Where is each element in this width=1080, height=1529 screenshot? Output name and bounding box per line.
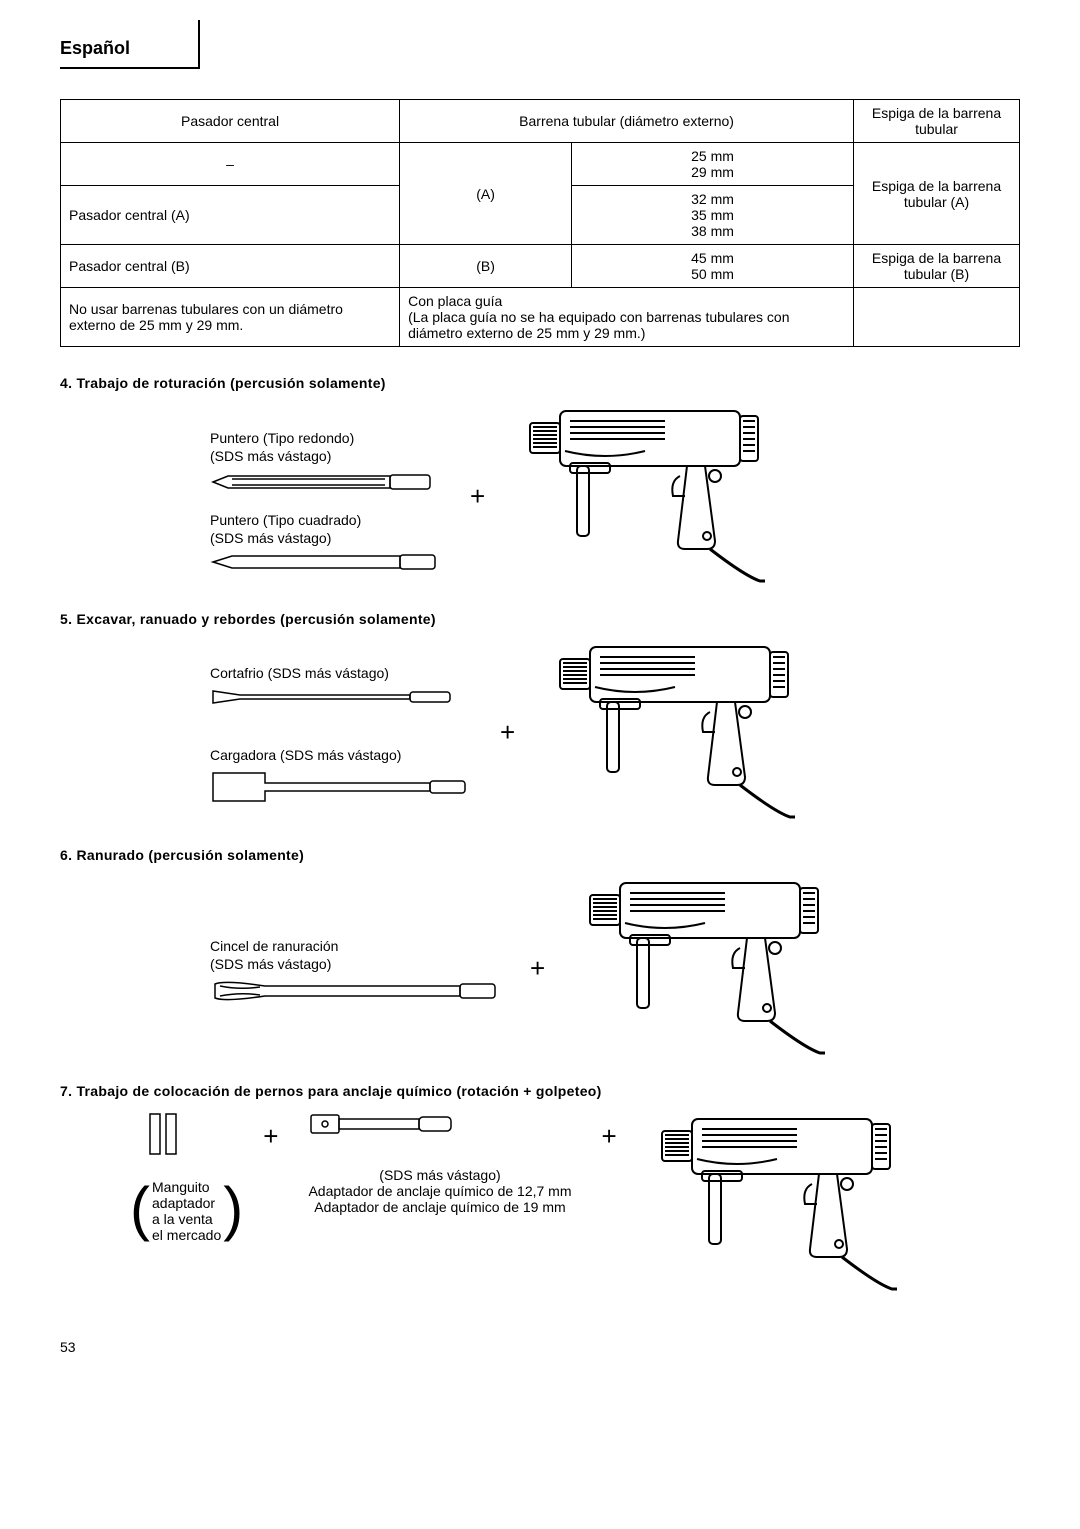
val: 29 mm <box>580 164 845 180</box>
cell: Pasador central (B) <box>61 245 400 288</box>
cell: No usar barrenas tubulares con un diámet… <box>61 288 400 347</box>
label: Puntero (Tipo redondo) <box>210 430 440 446</box>
th-pasador: Pasador central <box>61 100 400 143</box>
val: 25 mm <box>580 148 845 164</box>
cell: Con placa guía (La placa guía no se ha e… <box>400 288 854 347</box>
compatibility-table: Pasador central Barrena tubular (diámetr… <box>60 99 1020 347</box>
cell: 45 mm 50 mm <box>572 245 854 288</box>
label: (SDS más vástago) <box>210 448 440 464</box>
section4-tools: Puntero (Tipo redondo) (SDS más vástago)… <box>210 420 440 572</box>
cell: Pasador central (A) <box>61 186 400 245</box>
scoop-chisel-icon <box>210 769 470 809</box>
section4-title: 4. Trabajo de roturación (percusión sola… <box>60 375 1020 391</box>
section5-title: 5. Excavar, ranuado y rebordes (percusió… <box>60 611 1020 627</box>
anchor-adapter-icon <box>308 1109 458 1139</box>
label: (SDS más vástago) <box>210 956 500 972</box>
label: Cortafrio (SDS más vástago) <box>210 665 470 681</box>
bull-point-round-icon <box>210 470 440 494</box>
txt: Manguito <box>152 1179 221 1195</box>
bull-point-square-icon <box>210 552 440 572</box>
plus-icon: + <box>602 1121 617 1152</box>
language-title: Español <box>60 38 130 58</box>
language-header: Español <box>60 30 200 69</box>
section6-title: 6. Ranurado (percusión solamente) <box>60 847 1020 863</box>
drill-illustration <box>545 637 805 827</box>
txt: Adaptador de anclaje químico de 12,7 mm <box>308 1183 571 1199</box>
cell-empty <box>854 288 1020 347</box>
val: 32 mm <box>580 191 845 207</box>
txt: a la venta <box>152 1211 221 1227</box>
cell: Espiga de la barrena tubular (A) <box>854 143 1020 245</box>
cold-chisel-icon <box>210 687 460 707</box>
label: Puntero (Tipo cuadrado) <box>210 512 440 528</box>
cell: Espiga de la barrena tubular (B) <box>854 245 1020 288</box>
page-number: 53 <box>60 1339 1020 1355</box>
txt: adaptador <box>152 1195 221 1211</box>
plus-icon: + <box>263 1121 278 1152</box>
grooving-chisel-icon <box>210 978 500 1008</box>
label: Cargadora (SDS más vástago) <box>210 747 470 763</box>
val: 45 mm <box>580 250 845 266</box>
socket-icon <box>140 1109 200 1159</box>
txt: el mercado <box>152 1227 221 1243</box>
plus-icon: + <box>530 953 545 984</box>
drill-illustration <box>575 873 835 1063</box>
section6-tools: Cincel de ranuración (SDS más vástago) <box>210 928 500 1008</box>
val: 35 mm <box>580 207 845 223</box>
socket-adapter: Manguito adaptador a la venta el mercado <box>140 1109 233 1245</box>
section5-tools: Cortafrio (SDS más vástago) Cargadora (S… <box>210 655 470 809</box>
txt: Adaptador de anclaje químico de 19 mm <box>308 1199 571 1215</box>
plus-icon: + <box>500 717 515 748</box>
anchor-adapter: (SDS más vástago) Adaptador de anclaje q… <box>308 1109 571 1215</box>
drill-illustration <box>647 1109 907 1299</box>
th-barrena: Barrena tubular (diámetro externo) <box>400 100 854 143</box>
cell: – <box>61 143 400 186</box>
val: (La placa guía no se ha equipado con bar… <box>408 309 845 341</box>
section7-title: 7. Trabajo de colocación de pernos para … <box>60 1083 1020 1099</box>
socket-note: Manguito adaptador a la venta el mercado <box>140 1179 233 1243</box>
val: 50 mm <box>580 266 845 282</box>
label: (SDS más vástago) <box>210 530 440 546</box>
plus-icon: + <box>470 481 485 512</box>
cell: 25 mm 29 mm <box>572 143 854 186</box>
cell: (B) <box>400 245 572 288</box>
cell: 32 mm 35 mm 38 mm <box>572 186 854 245</box>
th-espiga: Espiga de la barrena tubular <box>854 100 1020 143</box>
cell: (A) <box>400 143 572 245</box>
label: Cincel de ranuración <box>210 938 500 954</box>
drill-illustration <box>515 401 775 591</box>
txt: (SDS más vástago) <box>308 1167 571 1183</box>
val: 38 mm <box>580 223 845 239</box>
val: Con placa guía <box>408 293 845 309</box>
